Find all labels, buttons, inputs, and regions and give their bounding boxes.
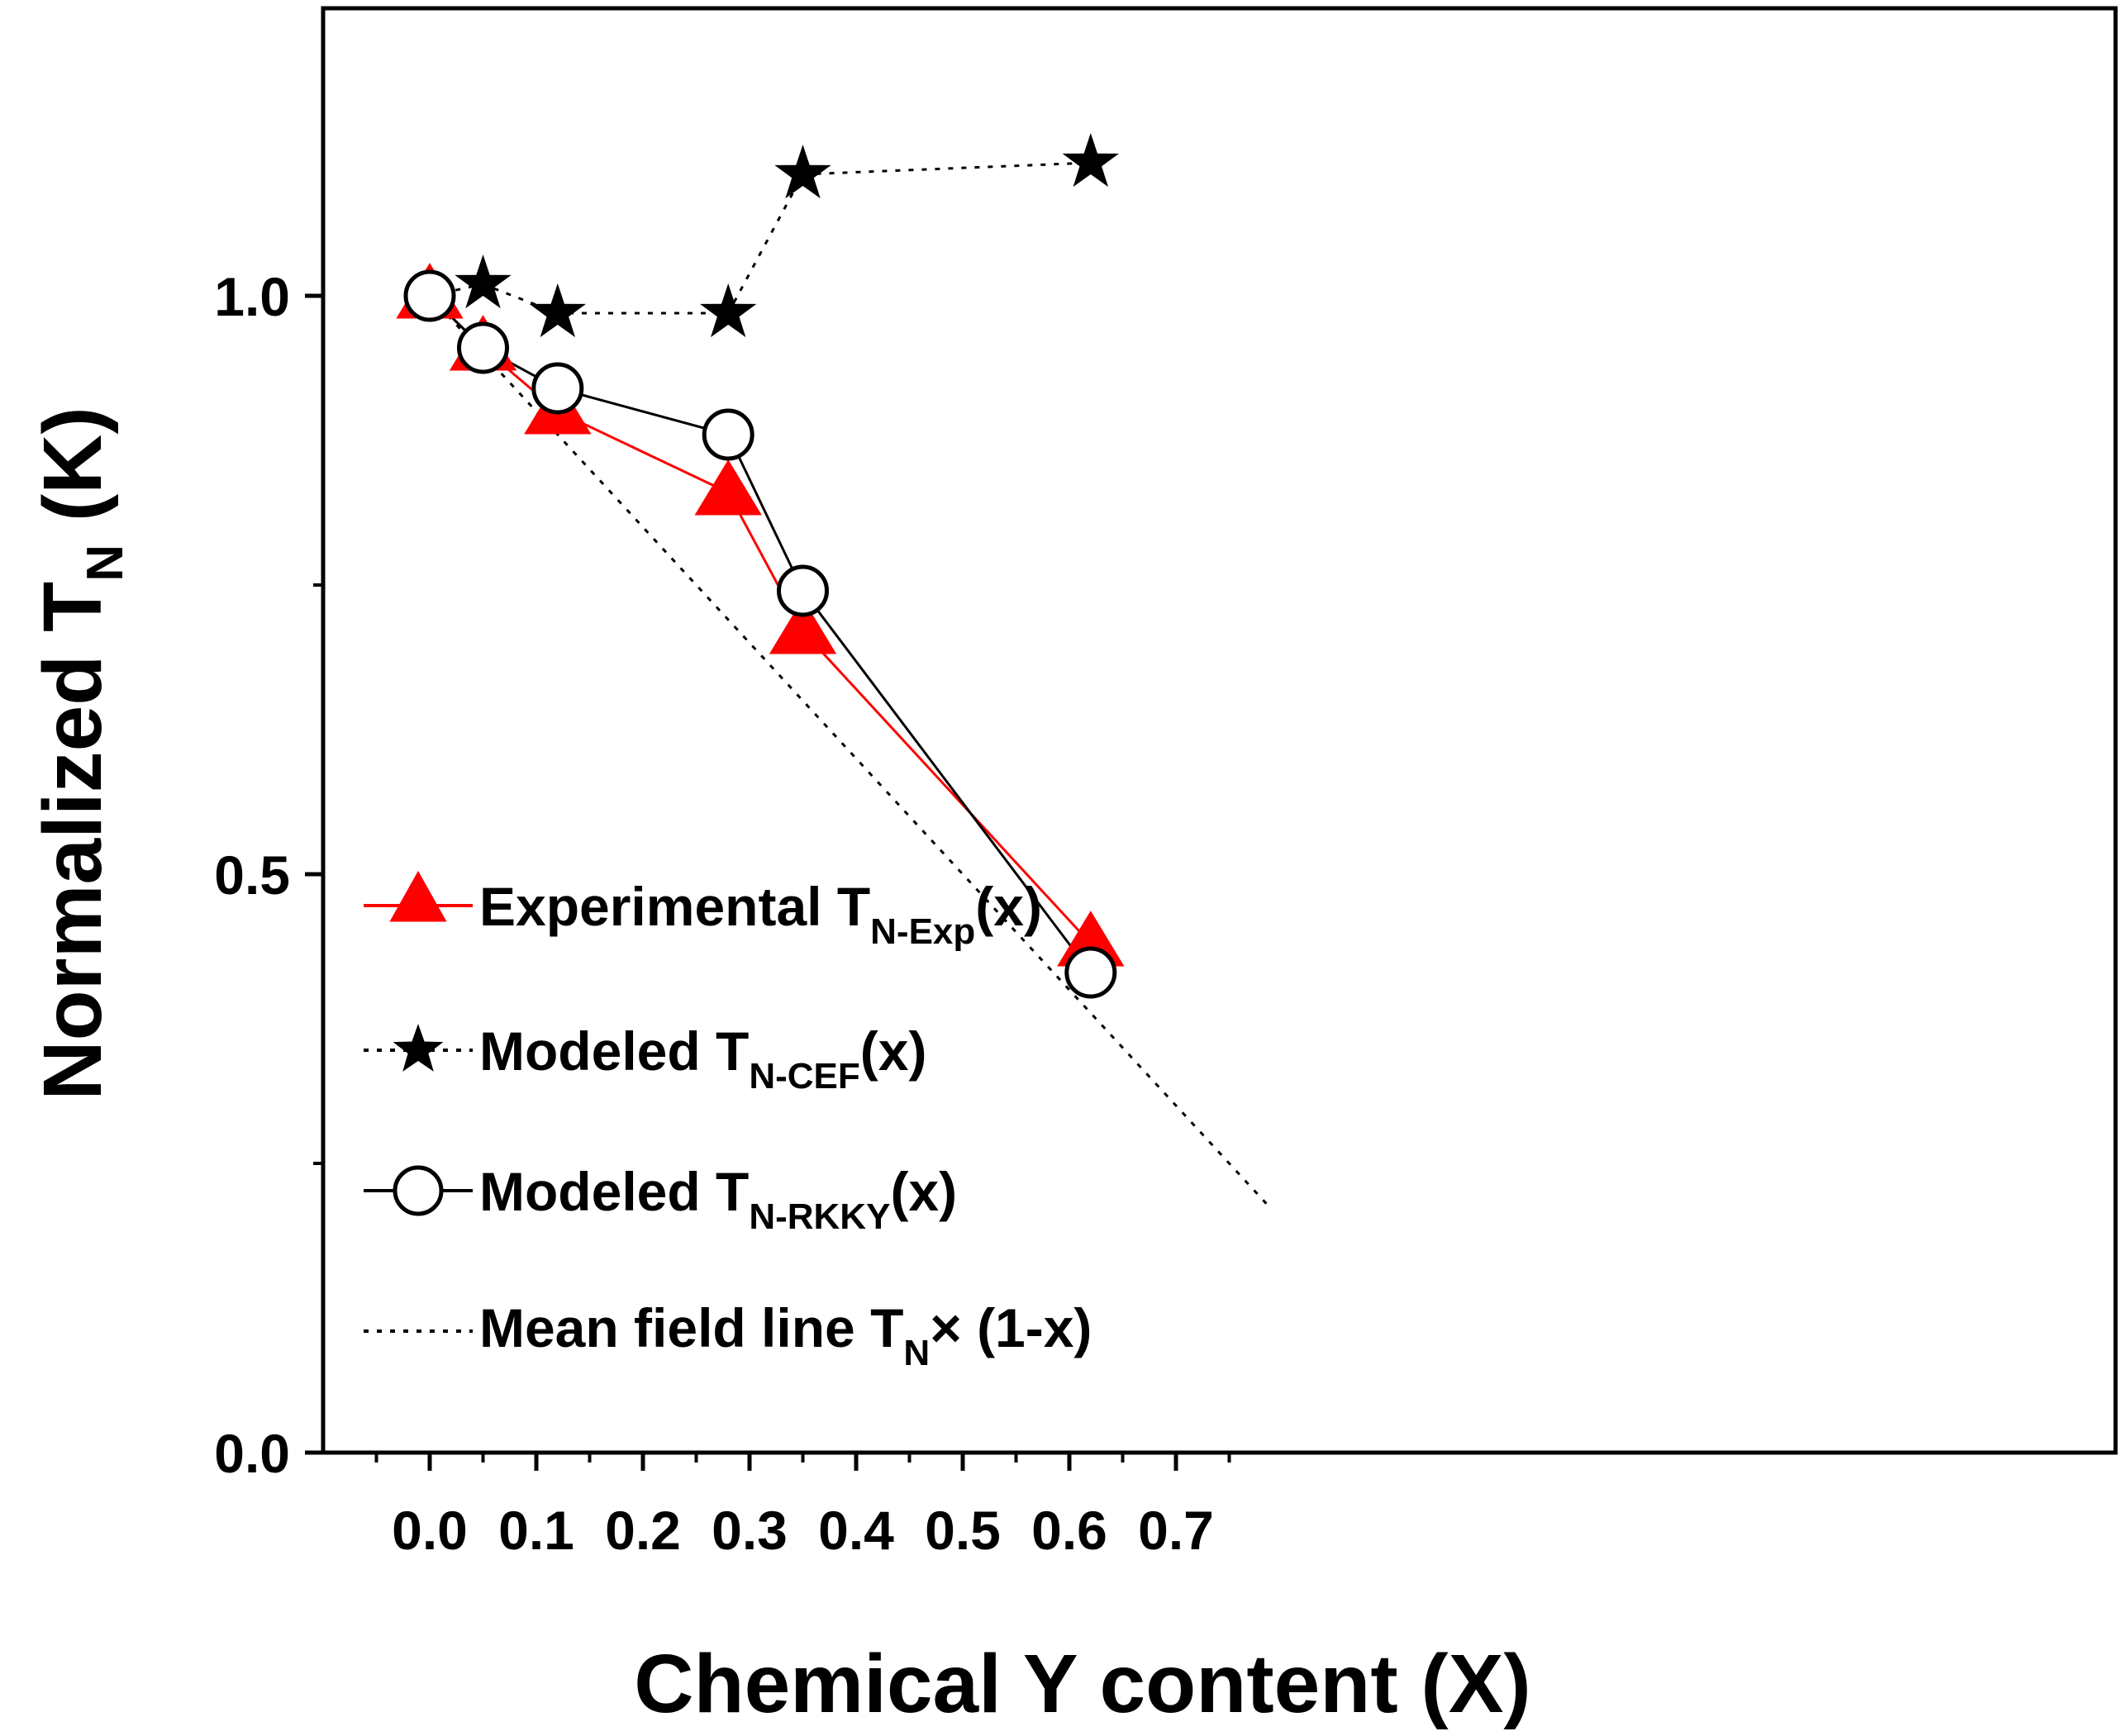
rkky-point (403, 269, 456, 322)
legend-marker-star (393, 1024, 444, 1072)
series-line-modeled-rkky (428, 294, 1092, 973)
cef-point (529, 283, 586, 338)
rkky-point (1064, 946, 1117, 999)
x-tick-label: 0.3 (712, 1500, 788, 1561)
legend-label-mean-field-tail: × (1-x) (930, 1297, 1092, 1358)
legend-label-cef-sub: N-CEF (749, 1056, 859, 1096)
series-line-experimental (428, 294, 1092, 945)
y-axis-ticks: 0.0 0.5 1.0 (214, 266, 323, 1484)
experimental-point (694, 459, 762, 516)
legend-entry-experimental: Experimental TN-Exp(x) (364, 870, 1042, 952)
legend-label-experimental: Experimental TN-Exp(x) (479, 876, 1042, 952)
legend-entry-cef: Modeled TN-CEF(x) (364, 1020, 926, 1096)
cef-point (1062, 133, 1119, 188)
legend-label-rkky-sub: N-RKKY (749, 1196, 890, 1237)
legend-label-experimental-main: Experimental T (479, 876, 870, 937)
legend-entry-mean-field: Mean field line TN× (1-x) (364, 1297, 1092, 1373)
series-line-modeled-cef (429, 161, 1091, 315)
x-tick-label: 0.7 (1138, 1500, 1214, 1561)
x-tick-label: 0.2 (605, 1500, 681, 1561)
x-tick-label: 0.1 (498, 1500, 574, 1561)
legend-label-experimental-tail: (x) (975, 876, 1042, 937)
y-tick-label: 1.0 (214, 266, 290, 327)
legend-label-rkky-main: Modeled T (479, 1161, 749, 1222)
x-tick-label: 0.6 (1031, 1500, 1107, 1561)
cef-point (700, 283, 757, 338)
legend-label-cef: Modeled TN-CEF(x) (479, 1020, 926, 1096)
rkky-point (777, 564, 829, 617)
x-axis-ticks: 0.0 0.1 0.2 0.3 0.4 0.5 0.6 0.7 (374, 1453, 1231, 1561)
rkky-point (702, 408, 754, 461)
legend-marker-circle (393, 1165, 444, 1216)
legend-entry-rkky: Modeled TN-RKKY(x) (364, 1161, 957, 1237)
legend-label-mean-field: Mean field line TN× (1-x) (479, 1297, 1092, 1373)
legend-label-rkky-tail: (x) (890, 1161, 957, 1222)
x-tick-label: 0.0 (392, 1500, 468, 1561)
legend-label-rkky: Modeled TN-RKKY(x) (479, 1161, 957, 1237)
legend-label-cef-tail: (x) (860, 1020, 927, 1082)
legend-label-cef-main: Modeled T (479, 1020, 749, 1082)
series-markers (396, 133, 1125, 999)
y-tick-label: 0.0 (214, 1423, 290, 1484)
y-axis-title-tail: (K) (26, 407, 119, 545)
x-tick-label: 0.4 (818, 1500, 894, 1561)
x-axis-title: Chemical Y content (X) (634, 1638, 1530, 1730)
legend-label-mean-field-sub: N (903, 1333, 930, 1373)
x-tick-label: 0.5 (925, 1500, 1001, 1561)
rkky-point (457, 321, 509, 374)
y-axis-title-main: Normalized T (26, 582, 119, 1101)
plot-frame (321, 6, 2118, 1455)
rkky-point (531, 362, 584, 415)
legend: Experimental TN-Exp(x) Modeled TN-CEF(x)… (364, 870, 1092, 1373)
legend-label-experimental-sub: N-Exp (870, 911, 975, 952)
cef-point (774, 145, 831, 199)
legend-label-mean-field-main: Mean field line T (479, 1297, 903, 1358)
y-axis-title: Normalized TN (K) (26, 407, 134, 1100)
y-tick-label: 0.5 (214, 844, 290, 906)
experimental-point (769, 598, 837, 654)
y-axis-title-sub: N (77, 545, 134, 582)
cef-point (455, 254, 512, 309)
legend-marker-triangle (389, 870, 447, 922)
